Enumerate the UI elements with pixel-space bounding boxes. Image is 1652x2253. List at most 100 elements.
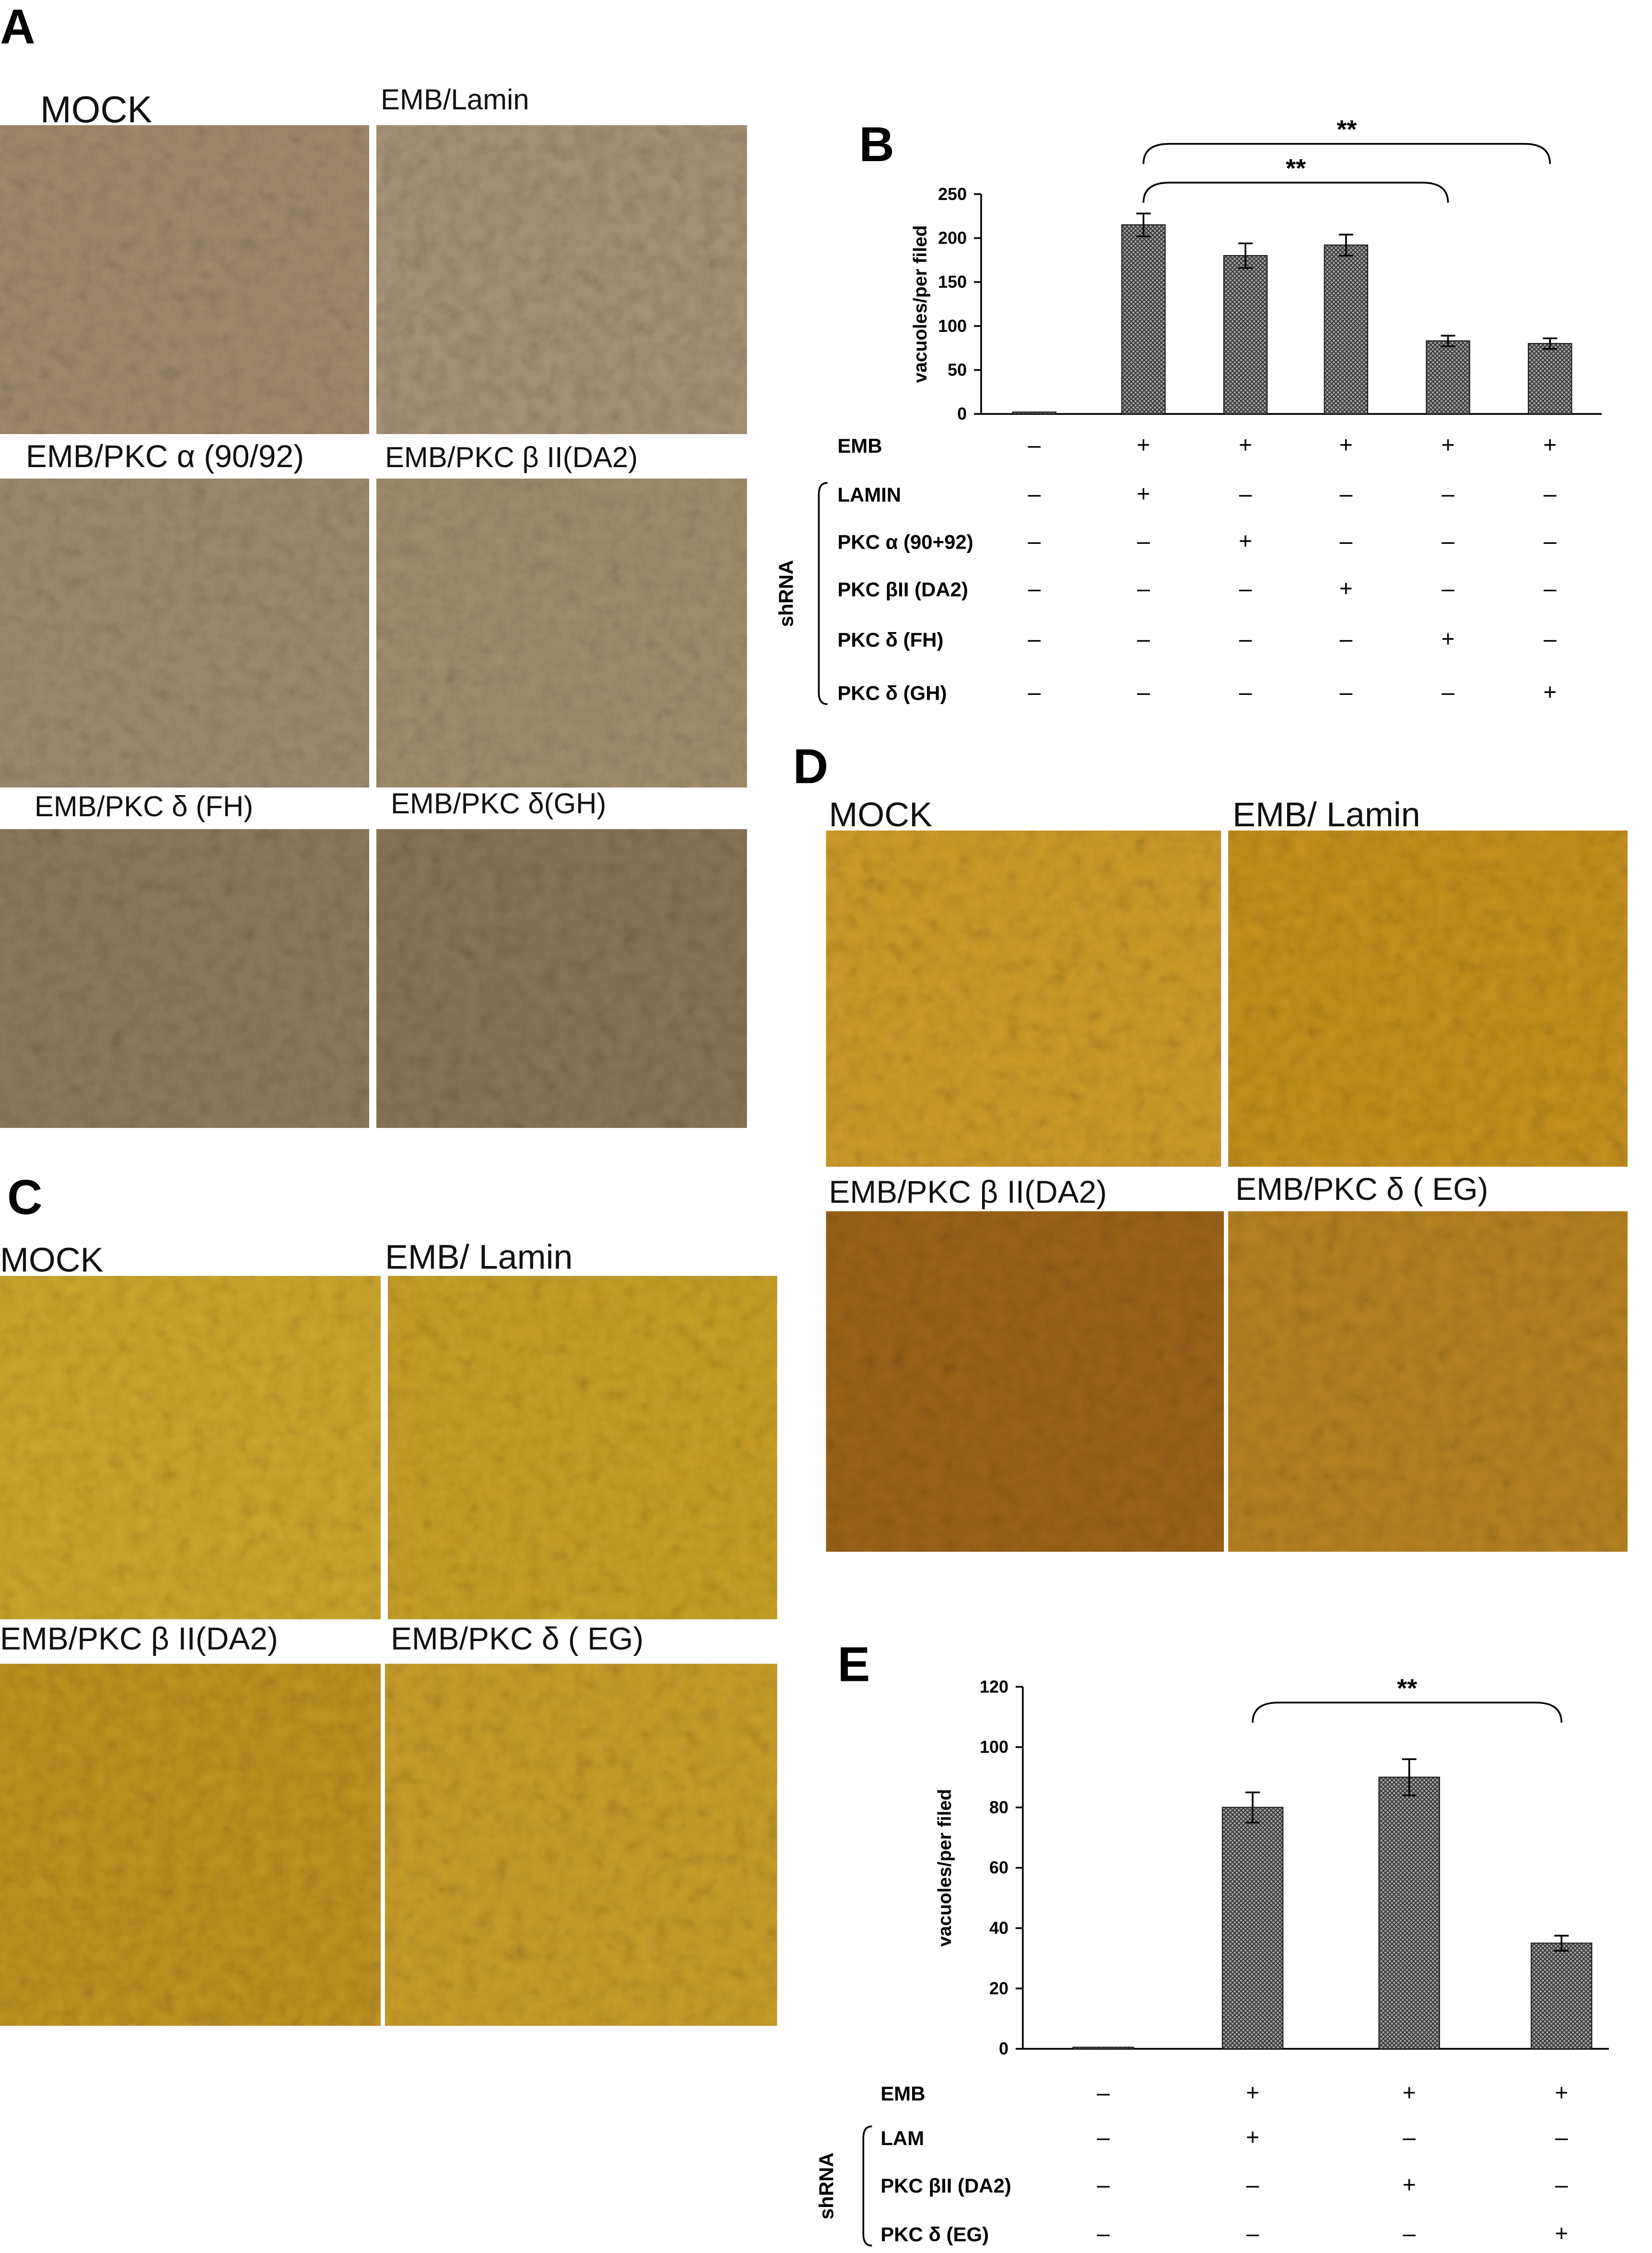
- bar-hatch: [1531, 1943, 1592, 2049]
- group-bracket: [862, 2125, 872, 2247]
- y-tick-label: 120: [980, 1677, 1008, 1696]
- row-sign: –: [1340, 481, 1353, 507]
- panel-label: A: [0, 0, 35, 54]
- bar-hatch: [1224, 256, 1267, 414]
- row-label: EMB: [837, 434, 882, 457]
- row-sign: +: [1239, 529, 1252, 554]
- micrograph-texture: [376, 478, 747, 788]
- row-sign: +: [1555, 2080, 1568, 2106]
- row-sign: +: [1239, 433, 1252, 458]
- row-sign: +: [1543, 680, 1557, 705]
- row-sign: +: [1403, 2080, 1416, 2106]
- row-sign: +: [1339, 576, 1353, 602]
- row-sign: –: [1097, 2172, 1110, 2198]
- row-sign: –: [1555, 2172, 1568, 2198]
- error-bar: [1238, 242, 1253, 269]
- row-sign: –: [1555, 2125, 1568, 2150]
- micrograph-texture: [826, 1211, 1224, 1552]
- row-sign: –: [1441, 576, 1454, 602]
- y-axis-title: vacuoles/per filed: [935, 1789, 955, 1947]
- micrograph-texture: [376, 829, 747, 1128]
- row-sign: –: [1340, 529, 1353, 554]
- image-label: EMB/PKC β II(DA2): [385, 441, 638, 473]
- significance-label: **: [1286, 154, 1306, 183]
- y-tick-label: 0: [957, 404, 967, 423]
- row-sign: –: [1028, 433, 1041, 458]
- row-sign: –: [1028, 529, 1041, 554]
- row-sign: –: [1403, 2125, 1416, 2150]
- y-tick-label: 100: [938, 316, 967, 336]
- image-label: MOCK: [0, 1241, 104, 1279]
- row-sign: –: [1239, 481, 1252, 507]
- y-tick-label: 40: [989, 1918, 1008, 1938]
- row-sign: –: [1239, 576, 1252, 602]
- bar-hatch: [1222, 1807, 1283, 2049]
- row-sign: –: [1403, 2221, 1416, 2247]
- row-sign: –: [1239, 626, 1252, 652]
- micrograph-texture: [376, 125, 747, 434]
- micrograph-texture: [1228, 830, 1628, 1167]
- y-axis-title: vacuoles/per filed: [910, 225, 931, 383]
- bar-hatch: [1379, 1777, 1440, 2049]
- micrograph-texture: [826, 830, 1221, 1167]
- image-label: EMB/PKC δ ( EG): [391, 1620, 644, 1656]
- row-label: PKC βII (DA2): [837, 578, 968, 601]
- image-label: EMB/ Lamin: [385, 1238, 573, 1277]
- micrograph-texture: [0, 125, 369, 434]
- error-bar: [1245, 1791, 1260, 1824]
- bar-hatch: [1426, 340, 1470, 414]
- micrograph-texture: [0, 1664, 381, 2026]
- significance-label: **: [1397, 1674, 1417, 1702]
- significance-bracket: [1142, 182, 1449, 203]
- bar-hatch: [1073, 2047, 1134, 2049]
- row-label: LAM: [880, 2127, 924, 2149]
- y-tick-label: 150: [938, 272, 967, 292]
- significance-label: **: [1336, 115, 1357, 144]
- bar-hatch: [1012, 412, 1056, 414]
- group-label: shRNA: [815, 2152, 837, 2219]
- row-sign: +: [1403, 2172, 1416, 2198]
- row-label: PKC α (90+92): [837, 531, 973, 553]
- row-sign: –: [1246, 2221, 1259, 2247]
- error-bar: [1136, 212, 1151, 237]
- row-sign: –: [1097, 2080, 1110, 2106]
- micrograph-texture: [385, 1664, 777, 2026]
- row-sign: –: [1239, 680, 1252, 705]
- row-sign: –: [1544, 529, 1557, 554]
- row-sign: +: [1543, 433, 1557, 458]
- error-bar: [1402, 1758, 1417, 1796]
- row-sign: –: [1097, 2125, 1110, 2150]
- row-sign: –: [1137, 529, 1150, 554]
- panel-label: D: [793, 739, 829, 794]
- micrograph-texture: [0, 829, 369, 1128]
- row-sign: –: [1028, 626, 1041, 652]
- image-label: EMB/PKC δ(GH): [391, 787, 606, 820]
- row-sign: +: [1137, 433, 1150, 458]
- y-tick-label: 20: [989, 1978, 1008, 1998]
- bar-hatch: [1528, 343, 1572, 414]
- micrograph-texture: [0, 1276, 381, 1619]
- row-sign: +: [1339, 433, 1353, 458]
- image-label: EMB/PKC β II(DA2): [829, 1174, 1107, 1209]
- panel-label: E: [837, 1637, 870, 1691]
- image-label: MOCK: [40, 88, 152, 130]
- row-sign: –: [1097, 2221, 1110, 2247]
- panel-label: B: [859, 117, 894, 172]
- group-label: shRNA: [775, 560, 797, 627]
- row-label: PKC δ (GH): [837, 681, 947, 704]
- significance-bracket: [1252, 1701, 1563, 1723]
- y-tick-label: 250: [938, 184, 967, 204]
- row-sign: +: [1137, 481, 1150, 507]
- y-tick-label: 200: [938, 228, 967, 247]
- significance-bracket: [1142, 143, 1551, 164]
- row-sign: –: [1441, 481, 1454, 507]
- panel-label: C: [7, 1170, 43, 1225]
- y-tick-label: 80: [989, 1797, 1008, 1817]
- bar-hatch: [1122, 224, 1165, 414]
- row-sign: –: [1028, 481, 1041, 507]
- row-sign: +: [1555, 2221, 1568, 2247]
- image-label: MOCK: [829, 796, 932, 834]
- micrograph-texture: [1228, 1211, 1628, 1552]
- row-sign: +: [1246, 2125, 1259, 2150]
